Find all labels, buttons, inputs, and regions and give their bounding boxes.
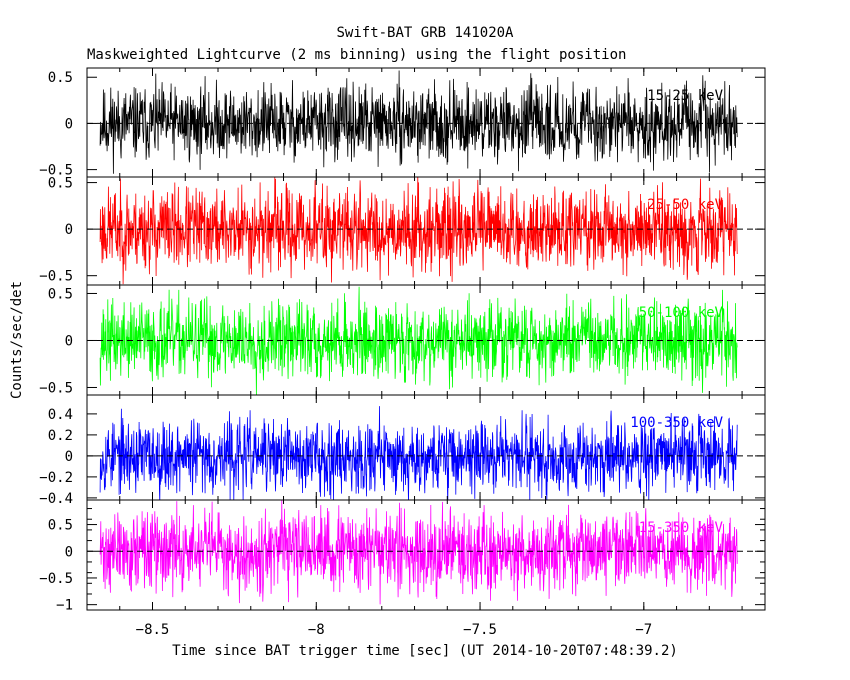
series-trace: [99, 406, 738, 500]
series-label: 50-100 keV: [639, 305, 724, 321]
panel-4: 0.4 0.2 0 −0.2 −0.4 100-350 keV: [39, 394, 766, 507]
y-tick-label: 0.4: [48, 407, 73, 423]
panel-frame: [86, 499, 766, 611]
y-tick-label: 0: [65, 449, 73, 465]
x-tick-label: −7: [635, 622, 652, 638]
series-label: 100-350 keV: [630, 415, 723, 431]
series-trace: [99, 286, 738, 395]
y-tick-label: −0.5: [39, 269, 73, 285]
y-axis-label: Counts/sec/det: [9, 281, 25, 399]
series-trace: [99, 500, 738, 605]
y-tick-label: 0: [65, 544, 73, 560]
chart-title: Swift-BAT GRB 141020A: [336, 25, 514, 41]
x-axis-label: Time since BAT trigger time [sec] (UT 20…: [172, 643, 678, 659]
series-trace: [99, 177, 738, 285]
y-tick-label: −0.5: [39, 163, 73, 179]
y-tick-label: −0.4: [39, 491, 73, 507]
series-label: 25-50 keV: [647, 197, 723, 213]
y-tick-label: 0.5: [48, 176, 73, 192]
y-tick-label: −1: [56, 598, 73, 614]
y-tick-label: 0.5: [48, 286, 73, 302]
y-tick-label: 0: [65, 333, 73, 349]
series-trace: [99, 70, 738, 174]
y-tick-label: −0.5: [39, 571, 73, 587]
y-tick-label: 0.5: [48, 70, 73, 86]
panel-1: 0.5 0 −0.5 15-25 keV: [39, 67, 766, 179]
y-tick-label: 0: [65, 116, 73, 132]
panel-3: 0.5 0 −0.5 50-100 keV: [39, 284, 766, 396]
panel-5: 0.5 0 −0.5 −1 15-350 keV: [39, 499, 766, 614]
x-tick-label: −8.5: [136, 622, 170, 638]
y-tick-label: 0: [65, 222, 73, 238]
y-tick-label: 0.5: [48, 518, 73, 534]
series-label: 15-25 keV: [647, 88, 723, 104]
y-tick-label: −0.2: [39, 470, 73, 486]
series-label: 15-350 keV: [639, 520, 724, 536]
y-tick-label: −0.5: [39, 380, 73, 396]
panels-group: 0.5 0 −0.5 15-25 keV 0.5 0 −0.5 25-50 keV 0.5 0 −0…: [39, 67, 766, 638]
y-tick-label: 0.2: [48, 428, 73, 444]
x-tick-label: −8: [308, 622, 325, 638]
chart-subtitle: Maskweighted Lightcurve (2 ms binning) u…: [87, 47, 626, 63]
x-tick-label: −7.5: [463, 622, 497, 638]
